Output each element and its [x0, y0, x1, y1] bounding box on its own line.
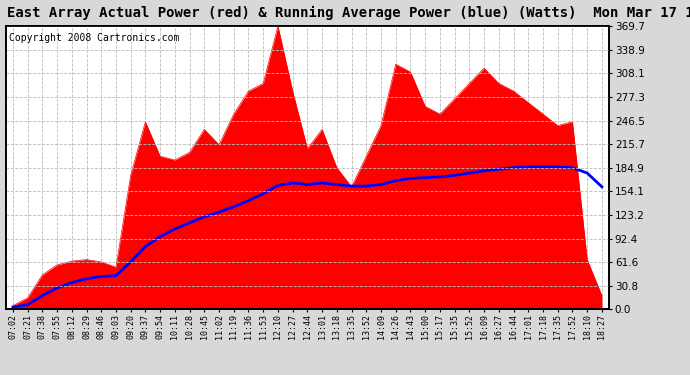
Text: East Array Actual Power (red) & Running Average Power (blue) (Watts)  Mon Mar 17: East Array Actual Power (red) & Running …: [7, 6, 690, 20]
Text: Copyright 2008 Cartronics.com: Copyright 2008 Cartronics.com: [8, 33, 179, 44]
